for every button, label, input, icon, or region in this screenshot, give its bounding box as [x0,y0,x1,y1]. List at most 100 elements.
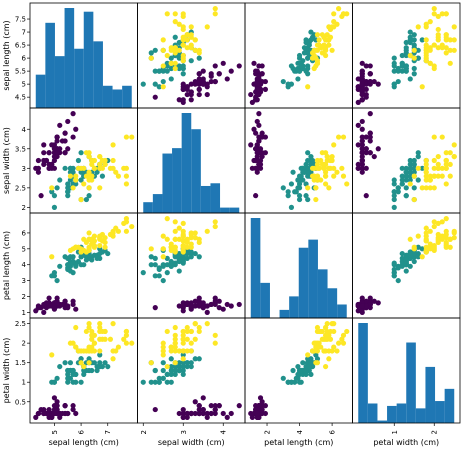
scatter-point [164,270,170,276]
scatter-point [67,340,74,346]
scatter-point [172,47,178,53]
scatter-point [168,356,174,362]
scatter-point [423,225,429,231]
scatter-point [253,97,259,103]
scatter-point [256,403,262,409]
scatter-point [363,303,369,309]
x-axis-label-sepal-width: sepal width (cm) [158,438,225,447]
scatter-point [419,185,425,191]
scatter-point [180,97,186,103]
scatter-point [51,165,58,171]
scatter-point [180,258,186,265]
scatter-point [188,45,194,51]
scatter-point [331,165,337,171]
scatter-point [176,303,182,309]
scatter-point [41,410,47,417]
scatter-point [423,238,429,244]
scatter-point [70,169,76,175]
scatter-point [180,233,186,239]
scatter-point [115,173,122,179]
scatter-point [54,399,60,405]
scatter-point [423,177,429,183]
scatter-point [65,375,71,381]
panel-r1-c3 [352,107,461,214]
scatter-point [212,6,218,12]
scatter-point [359,68,365,74]
scatter-point [254,153,260,160]
hist-bar-sepal-length-8 [112,89,123,108]
scatter-point [33,414,39,420]
scatter-point [35,157,42,164]
scatter-point [313,47,319,53]
y-axis-label-petal-width: petal width (cm) [2,338,11,404]
scatter-point [451,235,457,241]
scatter-point [285,193,291,199]
scatter-point [262,86,269,92]
scatter-point [262,403,269,409]
scatter-point [70,134,76,140]
scatter-point [192,47,198,53]
scatter-point [65,189,71,195]
scatter-point [334,169,340,175]
x-tick-label: 1 [391,430,399,434]
scatter-point [180,414,186,420]
scatter-point [395,68,401,74]
scatter-point [415,47,421,53]
scatter-point [363,134,369,140]
scatter-point [305,84,311,90]
scatter-point [257,134,264,140]
scatter-point [156,375,162,381]
scatter-point [411,42,417,48]
hist-bar-petal-width-0 [358,323,368,423]
hist-bar-sepal-width-1 [152,194,163,213]
scatter-point [359,118,365,125]
hist-bar-petal-width-6 [415,408,426,423]
scatter-point [253,130,259,136]
scatter-point [123,332,130,338]
scatter-point [41,150,47,156]
hist-bar-petal-length-7 [317,269,328,318]
scatter-point [62,360,68,366]
scatter-point [318,157,324,164]
scatter-point [152,406,158,413]
scatter-point [407,236,413,242]
scatter-point [403,39,409,46]
scatter-point [75,165,82,171]
scatter-point [319,336,325,342]
scatter-point [176,63,182,69]
scatter-point [443,231,449,238]
scatter-point [121,336,127,342]
scatter-point [415,24,421,30]
scatter-point [49,185,55,191]
scatter-point [54,277,60,284]
x-tick-label: 4 [296,429,304,434]
scatter-point [83,367,90,374]
scatter-point [339,336,345,342]
scatter-point [73,324,79,331]
scatter-point [359,303,365,309]
scatter-point [367,134,373,140]
panel-layer: 4.555.566.577.522.533.541234560.511.522.… [15,2,461,434]
scatter-point [431,219,437,225]
hist-bar-petal-width-4 [396,403,407,423]
scatter-point [129,223,135,230]
scatter-point [168,367,174,374]
scatter-point [184,255,190,261]
scatter-point [411,157,417,164]
scatter-point [407,157,413,164]
scatter-point [359,138,365,144]
scatter-point [308,37,314,43]
scatter-point [355,165,361,171]
scatter-point [176,367,182,374]
scatter-point [148,50,154,56]
x-axis-label-petal-length: petal length (cm) [264,438,333,447]
y-axis-label-sepal-width: sepal width (cm) [2,127,11,194]
scatter-point [443,50,449,56]
scatter-point [176,225,182,231]
scatter-point [290,169,296,175]
scatter-point [200,406,206,413]
panel-frame [352,317,461,424]
scatter-point [164,255,170,261]
scatter-point [292,68,298,74]
scatter-point [407,39,413,46]
